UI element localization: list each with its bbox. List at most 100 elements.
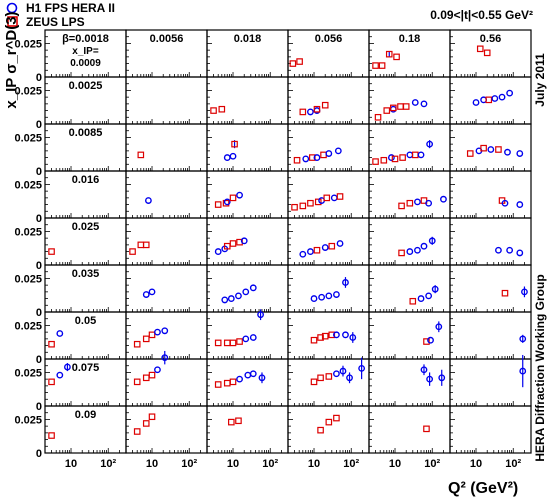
zeus-point [476,45,484,53]
zeus-point [307,199,314,207]
x-ip-label: 0.0009 [70,58,101,69]
zeus-point [133,428,141,435]
zeus-point [372,158,379,165]
panel-frame [368,405,451,454]
h1-point [519,367,527,375]
panel-frame [206,264,289,313]
h1-point [388,154,395,161]
panel-frame [449,170,532,219]
zeus-point [399,154,406,161]
zeus-point [423,425,430,433]
h1-point [214,248,222,255]
zeus-point [222,199,230,207]
zeus-point [380,156,388,164]
panel-frame [368,123,451,172]
h1-point [145,197,152,204]
zeus-point [299,108,307,116]
x-tick-label: 10² [262,458,278,470]
h1-point [244,371,252,379]
x-tick-label: 10² [505,458,521,470]
zeus-point [374,113,382,121]
zeus-point [321,332,329,340]
h1-point [154,366,161,374]
h1-point [425,199,433,207]
h1-point [258,374,266,382]
zeus-point [289,60,297,67]
h1-point [64,363,71,371]
h1-point [313,154,321,161]
zeus-point [48,378,55,386]
h1-point [342,331,349,339]
h1-point [426,140,434,148]
x-tick-label: 10² [424,458,440,470]
h1-point [425,292,433,300]
zeus-point [328,242,336,250]
panel-frame [287,76,370,125]
h1-point [427,336,434,344]
h1-point [240,237,248,245]
panel-frame [368,217,451,266]
zeus-point [148,413,156,421]
x-tick-label: 10² [100,458,116,470]
zeus-point [142,335,150,343]
h1-point [334,147,342,155]
zeus-point [397,103,404,110]
y-tick-label: 0 [36,72,42,84]
h1-point [310,295,318,302]
zeus-point [333,414,340,422]
h1-point [521,288,528,296]
zeus-point [137,151,145,159]
h1-point [302,155,310,163]
beta-label: 0.035 [72,268,100,280]
y-tick-label: 0 [36,166,42,178]
x-ip-label: 0.56 [480,33,501,45]
panel-frame [206,123,289,172]
zeus-point [402,103,410,110]
group-label: HERA Diffraction Working Group [533,274,547,461]
zeus-point [398,249,405,257]
h1-point [504,148,511,156]
x-ip-label: 0.018 [234,33,262,45]
zeus-point [411,151,419,159]
h1-point [154,328,161,336]
zeus-point [133,340,141,348]
h1-point [406,248,414,255]
zeus-point [228,418,235,426]
h1-point [498,93,506,101]
zeus-point [323,194,331,202]
zeus-point [485,96,493,104]
zeus-point [385,50,393,58]
zeus-point [406,199,414,207]
h1-point [420,242,428,250]
h1-point [227,295,235,302]
panel-frame [206,405,289,454]
panel-frame [449,311,532,360]
y-tick-label: 0 [36,213,42,225]
h1-point [349,334,357,341]
zeus-point [210,107,217,114]
h1-point [414,246,421,254]
y-tick-label: 0 [36,448,42,460]
zeus-point [137,241,145,249]
zeus-point [48,340,55,348]
panel-frame [287,123,370,172]
h1-point [249,284,257,292]
y-tick-label: 0.025 [14,179,42,191]
panel-frame [206,358,289,407]
h1-point [516,150,524,157]
zeus-point [390,104,397,112]
h1-point [148,288,156,296]
panel-frame [287,217,370,266]
zeus-point [218,105,226,113]
h1-point [342,279,349,286]
h1-point [56,371,64,379]
h1-point [333,331,340,339]
zeus-point [231,140,238,148]
legend-marker-h1 [6,2,18,14]
h1-point [242,335,250,343]
zeus-point [148,371,156,379]
h1-point [299,250,307,258]
h1-point [221,296,229,304]
h1-point [414,198,421,206]
